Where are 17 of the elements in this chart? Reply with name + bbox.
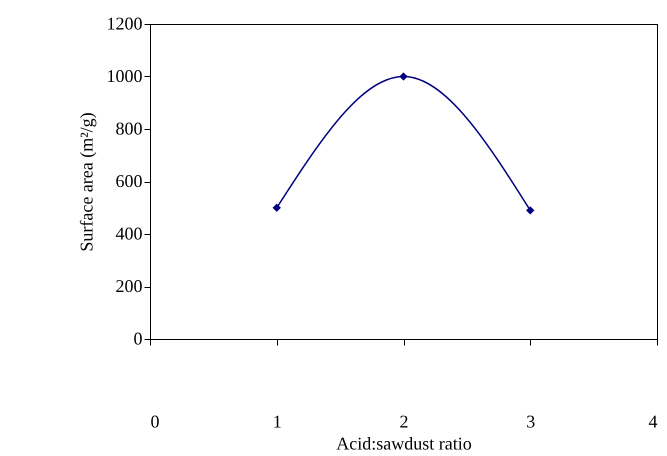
x-tick-label: 1 bbox=[272, 412, 282, 432]
y-tick-label: 1200 bbox=[106, 14, 142, 34]
point bbox=[399, 72, 408, 81]
y-tick-label: 1000 bbox=[106, 66, 142, 86]
y-tick-label: 400 bbox=[116, 224, 142, 244]
y-tick-label: 0 bbox=[134, 328, 142, 348]
y-tick-label: 800 bbox=[116, 118, 142, 138]
x-tick-label: 0 bbox=[150, 412, 160, 432]
y-tick-label: 200 bbox=[116, 276, 142, 296]
y-axis-title: Surface area (m²/g) bbox=[76, 112, 96, 252]
x-tick-label: 2 bbox=[400, 412, 408, 432]
point bbox=[526, 206, 534, 215]
point bbox=[272, 204, 281, 212]
x-tick-label: 3 bbox=[526, 412, 536, 432]
x-axis-title: Acid:sawdust ratio bbox=[336, 434, 472, 454]
x-tick-label: 4 bbox=[648, 412, 658, 432]
y-tick-label: 600 bbox=[116, 171, 142, 191]
